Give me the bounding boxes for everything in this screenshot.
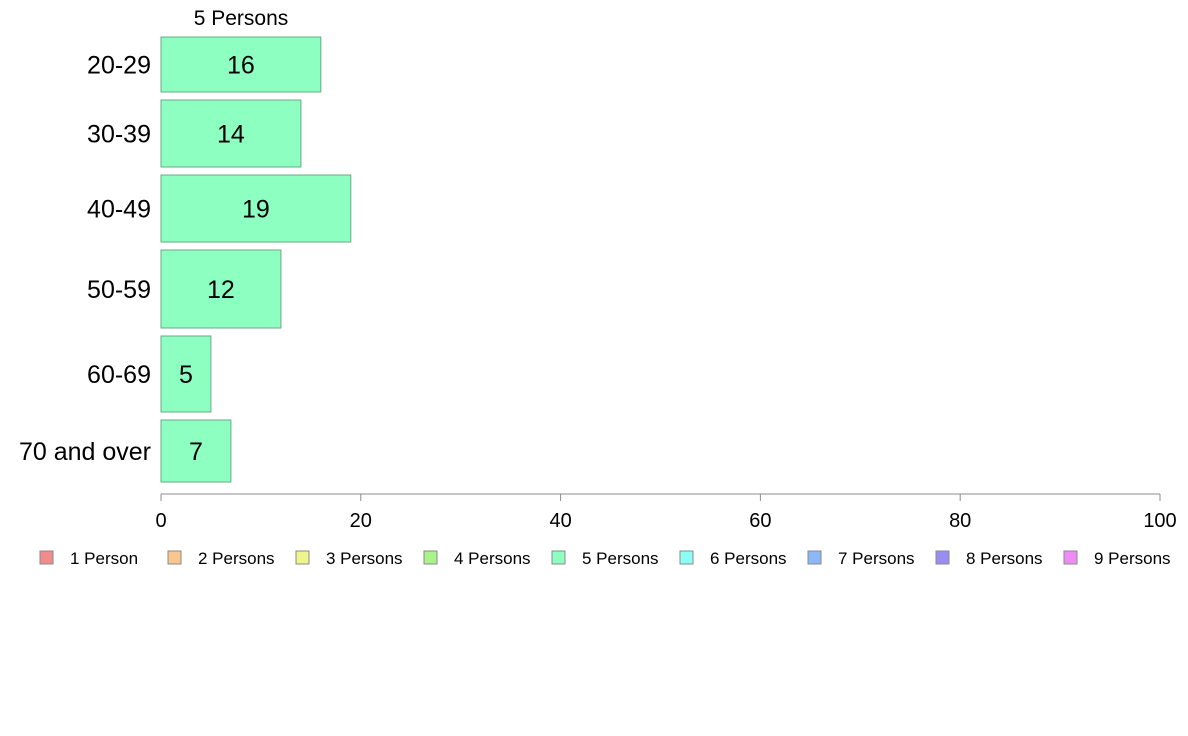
legend-swatch [679, 550, 694, 565]
x-tick-label: 20 [350, 510, 372, 532]
legend-label: 3 Persons [326, 549, 403, 568]
legend-swatch [935, 550, 950, 565]
category-label: 50-59 [87, 276, 151, 304]
legend-item: 3 Persons [295, 549, 403, 568]
legend-swatch [39, 550, 54, 565]
category-label: 20-29 [87, 52, 151, 80]
bar-50-59 [160, 249, 282, 329]
legend-label: 6 Persons [710, 549, 787, 568]
legend-item: 4 Persons [423, 549, 531, 568]
legend-swatch [295, 550, 310, 565]
bar-value-label: 19 [242, 196, 270, 224]
legend-label: 4 Persons [454, 549, 531, 568]
legend: 1 Person 2 Persons 3 Persons 4 Persons 5 Per… [39, 549, 1171, 568]
bar-value-label: 16 [227, 52, 255, 80]
legend-swatch [167, 550, 182, 565]
legend-item: 7 Persons [807, 549, 915, 568]
bar-value-label: 5 [179, 361, 193, 389]
category-label: 40-49 [87, 196, 151, 224]
x-tick-label: 60 [749, 510, 771, 532]
legend-item: 5 Persons [551, 549, 659, 568]
x-axis: 0 20 40 60 80 100 [155, 493, 1177, 532]
legend-label: 2 Persons [198, 549, 275, 568]
bars: 16 14 19 12 5 7 [160, 36, 352, 483]
bar-60-69 [160, 335, 212, 413]
bar-40-49 [160, 174, 352, 243]
legend-swatch [423, 550, 438, 565]
x-tick-label: 100 [1143, 510, 1176, 532]
bar-20-29 [160, 36, 322, 93]
legend-item: 1 Person [39, 549, 138, 568]
x-tick-label: 40 [549, 510, 571, 532]
bar-value-label: 12 [207, 276, 235, 304]
legend-swatch [551, 550, 566, 565]
legend-label: 1 Person [70, 549, 138, 568]
legend-item: 8 Persons [935, 549, 1043, 568]
bar-30-39 [160, 99, 302, 168]
legend-item: 2 Persons [167, 549, 275, 568]
legend-label: 9 Persons [1094, 549, 1171, 568]
x-tick-label: 80 [949, 510, 971, 532]
legend-label: 5 Persons [582, 549, 659, 568]
legend-item: 9 Persons [1063, 549, 1171, 568]
legend-label: 8 Persons [966, 549, 1043, 568]
category-labels: 20-29 30-39 40-49 50-59 60-69 70 and over [19, 52, 151, 467]
legend-label: 7 Persons [838, 549, 915, 568]
bar-value-label: 14 [217, 121, 245, 149]
legend-swatch [1063, 550, 1078, 565]
x-tick-label: 0 [155, 510, 166, 532]
category-label: 30-39 [87, 121, 151, 149]
category-label: 60-69 [87, 361, 151, 389]
legend-swatch [807, 550, 822, 565]
bar-70-and-over [160, 419, 232, 483]
bar-value-label: 7 [189, 438, 203, 466]
category-label: 70 and over [19, 438, 151, 466]
series-title: 5 Persons [194, 7, 289, 30]
legend-item: 6 Persons [679, 549, 787, 568]
